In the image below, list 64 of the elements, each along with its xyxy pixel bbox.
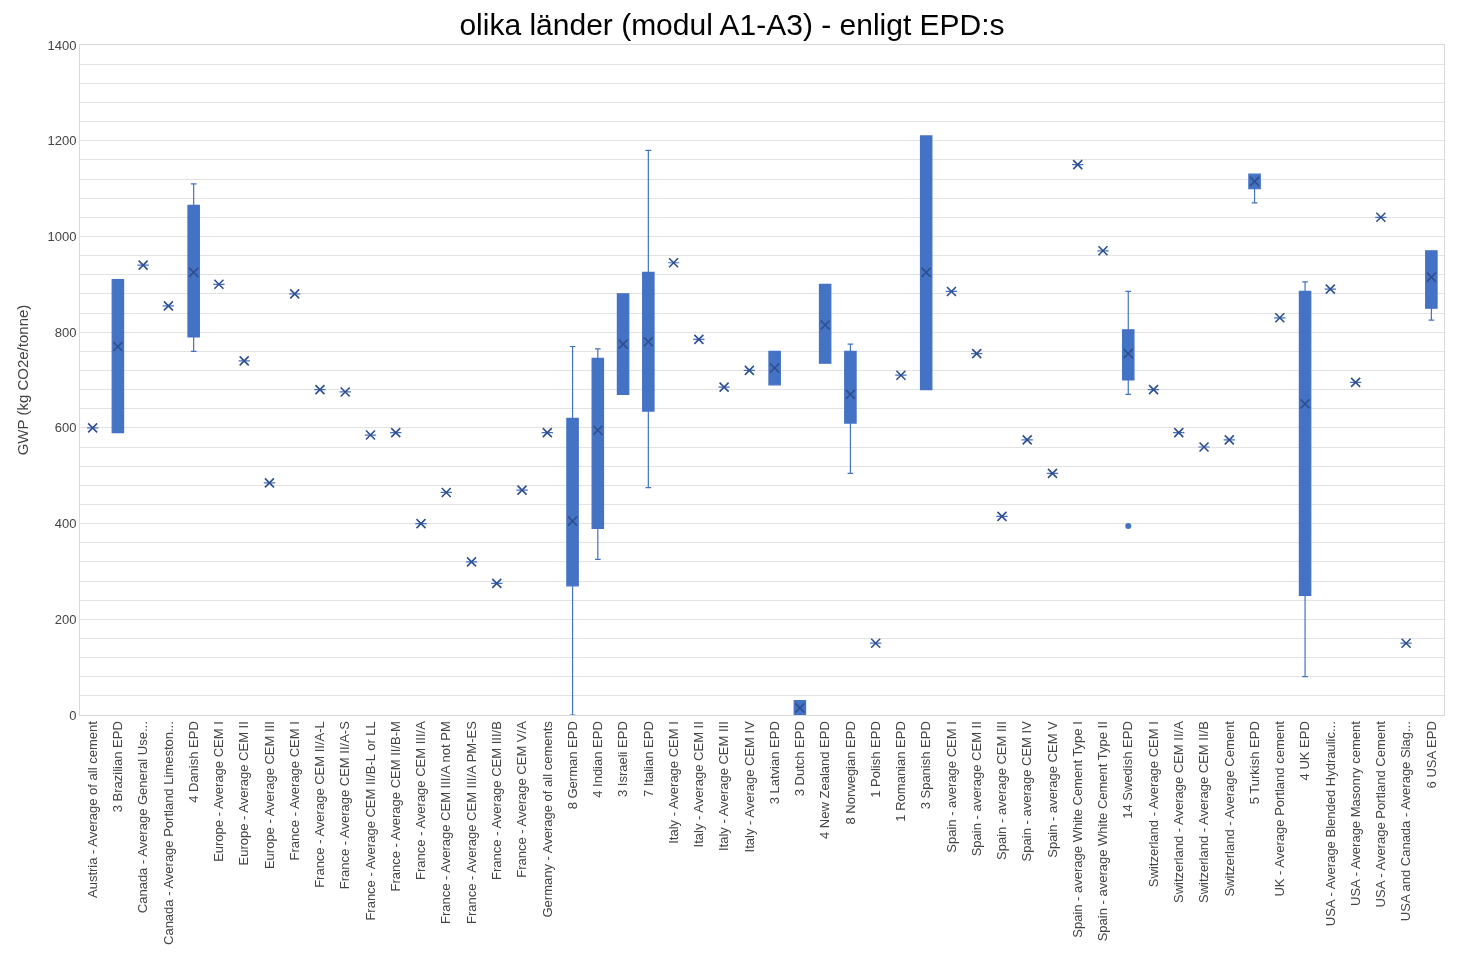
x-tick-label: Switzerland - Average CEM II/B	[1196, 721, 1212, 904]
x-tick-label: Austria - Average of all cement	[84, 720, 100, 898]
x-tick-label: 8 Norwegian EPD	[842, 721, 858, 825]
x-tick-label: 3 Israeli EPD	[615, 721, 631, 798]
y-tick-label: 1000	[47, 228, 77, 244]
x-tick-label: France - Average CEM II/B-L or LL	[362, 721, 378, 921]
x-tick-label: 3 Latvian EPD	[766, 721, 782, 805]
x-tick-label: 4 Indian EPD	[590, 721, 606, 798]
x-tick-label: Europe - Average CEM III	[261, 721, 277, 870]
x-tick-label: France - Average CEM II/A-L	[312, 721, 328, 888]
x-tick-label: 4 UK EPD	[1297, 721, 1313, 781]
x-tick-label: USA - Average Masonry cement	[1347, 720, 1363, 906]
x-tick-label: 8 German EPD	[564, 721, 580, 810]
x-tick-label: 1 Romanian EPD	[893, 721, 909, 822]
x-tick-label: Spain - average White Cement Type I	[1069, 721, 1085, 938]
x-tick-label: 1 Polish EPD	[867, 721, 883, 798]
y-tick-label: 1400	[47, 37, 77, 53]
x-tick-label: 6 USA EPD	[1423, 721, 1439, 789]
x-tick-label: 3 Spanish EPD	[918, 721, 934, 810]
x-tick-label: Spain - average CEM IV	[1019, 720, 1035, 862]
x-tick-label: USA - Average Portland Cement	[1373, 720, 1389, 908]
x-tick-label: France - Average CEM II/B-M	[387, 721, 403, 892]
x-tick-label: Europe - Average CEM I	[211, 721, 227, 862]
x-tick-label: Italy - Average CEM III	[716, 721, 732, 852]
x-tick-label: France - Average CEM V/A	[514, 720, 530, 878]
x-tick-label: Spain - average CEM I	[943, 721, 959, 853]
x-tick-label: 3 Dutch EPD	[792, 721, 808, 797]
x-tick-label: Spain - average CEM V	[1044, 720, 1060, 858]
x-tick-label: USA and Canada - Average Slag...	[1398, 721, 1414, 922]
x-tick-label: USA - Average Blended Hydraulic...	[1322, 721, 1338, 927]
x-tick-label: Italy - Average CEM II	[691, 721, 707, 848]
x-tick-label: Switzerland - Average CEM I	[1145, 721, 1161, 888]
x-tick-label: France - Average CEM III/A PM-ES	[463, 720, 479, 924]
y-axis-title: GWP (kg CO2e/tonne)	[13, 304, 31, 456]
x-tick-label: Canada - Average Portland Limeston...	[160, 721, 176, 945]
x-tick-label: Switzerland - Average Cement	[1221, 720, 1237, 897]
x-tick-label: 3 Brazilian EPD	[110, 721, 126, 813]
x-tick-label: Italy - Average CEM I	[665, 721, 681, 844]
y-tick-label: 400	[54, 516, 77, 532]
x-tick-label: 4 Danish EPD	[185, 721, 201, 803]
y-tick-label: 800	[54, 324, 77, 340]
x-tick-label: Spain - average White Cement Type II	[1095, 721, 1111, 942]
y-tick-label: 1200	[47, 133, 77, 149]
x-tick-label: Spain - average CEM III	[994, 721, 1010, 860]
x-tick-label: Germany - Average of all cements	[539, 720, 555, 918]
y-tick-label: 200	[54, 611, 77, 627]
y-tick-label: 0	[69, 707, 77, 723]
x-tick-label: Italy - Average CEM IV	[741, 720, 757, 853]
x-tick-label: France - Average CEM I	[286, 721, 302, 861]
x-tick-label: Spain - average CEM II	[968, 721, 984, 857]
x-tick-label: France - Average CEM II/A-S	[337, 720, 353, 890]
x-tick-label: Switzerland - Average CEM II/A	[1171, 720, 1187, 904]
x-tick-label: 14 Swedish EPD	[1120, 721, 1136, 819]
x-tick-label: 4 New Zealand EPD	[817, 721, 833, 839]
chart-title: olika länder (modul A1-A3) - enligt EPD:s	[459, 8, 1005, 42]
x-tick-label: France - Average CEM III/A not PM	[438, 721, 454, 924]
x-tick-label: France - Average CEM III/B	[489, 721, 505, 880]
x-tick-label: France - Average CEM III/A	[413, 720, 429, 880]
x-tick-label: 7 Italian EPD	[640, 721, 656, 798]
x-tick-label: Europe - Average CEM II	[236, 721, 252, 866]
x-tick-label: UK - Average Portland cement	[1272, 720, 1288, 897]
x-tick-label: 5 Turkish EPD	[1246, 721, 1262, 805]
y-tick-label: 600	[54, 420, 77, 436]
x-tick-label: Canada - Average General Use...	[135, 721, 151, 914]
